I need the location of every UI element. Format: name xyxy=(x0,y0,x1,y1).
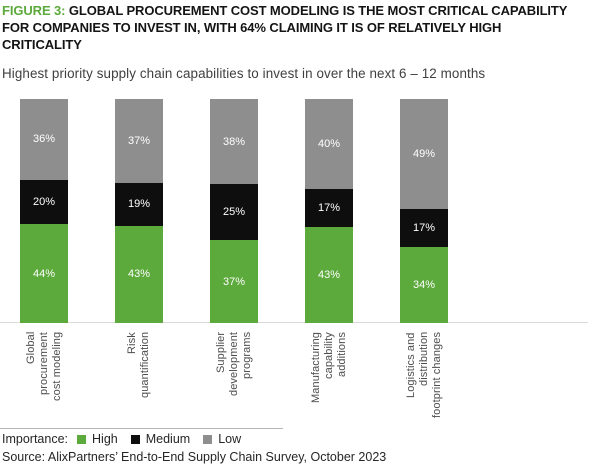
bar-segment-low xyxy=(115,99,163,183)
legend-swatch-low xyxy=(203,434,213,444)
bar-segment-low xyxy=(20,99,68,180)
bar-segment-high xyxy=(305,226,353,323)
x-axis-label-text: Manufacturing capability additions xyxy=(309,332,348,404)
x-axis-label: Logistics and distribution footprint chang… xyxy=(364,332,484,428)
bar-segment-medium xyxy=(400,208,448,247)
bar-value-label: 17% xyxy=(317,201,341,214)
figure-title-text: GLOBAL PROCUREMENT COST MODELING IS THE … xyxy=(2,3,568,52)
figure-title: FIGURE 3: GLOBAL PROCUREMENT COST MODELI… xyxy=(2,2,580,53)
legend-label: Medium xyxy=(145,432,191,446)
bar-value-label: 34% xyxy=(412,278,436,291)
bar-segment-high xyxy=(400,246,448,323)
figure-number-label: FIGURE 3: xyxy=(2,3,66,18)
bar-segment-medium xyxy=(305,188,353,227)
bar-value-label: 20% xyxy=(32,196,56,208)
bar-segment-low xyxy=(210,99,258,185)
bar-value-label: 44% xyxy=(32,267,56,280)
legend-swatch-high xyxy=(77,434,87,444)
x-axis-label-text: Logistics and distribution footprint chang… xyxy=(404,332,443,419)
legend-item-low: Low xyxy=(203,432,241,446)
bar-value-label: 40% xyxy=(317,137,341,150)
bar-value-label: 37% xyxy=(127,134,151,147)
bar-value-label: 19% xyxy=(127,198,151,211)
bar-segment-high xyxy=(20,224,68,323)
x-axis-line xyxy=(0,322,588,323)
source-note: Source: AlixPartners’ End-to-End Supply … xyxy=(2,450,387,464)
bar-value-label: 38% xyxy=(222,135,246,148)
bar-value-label: 43% xyxy=(317,268,341,281)
x-axis-label-text: Global procurement cost modeling xyxy=(24,332,63,402)
legend-label: Low xyxy=(218,432,242,446)
legend-title: Importance: xyxy=(2,432,69,446)
bar-segment-high xyxy=(115,225,163,323)
legend-divider xyxy=(0,428,283,429)
bar-value-label: 43% xyxy=(127,268,151,281)
bar-value-label: 36% xyxy=(32,133,56,146)
bar-segment-low xyxy=(400,99,448,209)
legend-item-medium: Medium xyxy=(130,432,191,446)
bar-segment-medium xyxy=(210,184,258,241)
bar-value-label: 25% xyxy=(222,206,246,219)
bar-segment-low xyxy=(305,99,353,189)
x-axis-label-text: Risk quantification xyxy=(126,332,151,399)
bar-segment-medium xyxy=(115,182,163,226)
bar-value-label: 37% xyxy=(222,275,246,288)
figure-subtitle: Highest priority supply chain capabiliti… xyxy=(2,66,486,81)
chart-legend: Importance: High Medium Low xyxy=(2,432,254,446)
legend-swatch-medium xyxy=(130,434,140,444)
bar-value-label: 17% xyxy=(412,221,436,234)
bar-value-label: 49% xyxy=(412,147,436,160)
legend-label: High xyxy=(92,432,118,446)
x-axis-label-text: Supplier development programs xyxy=(214,332,253,397)
legend-item-high: High xyxy=(77,432,118,446)
bar-segment-high xyxy=(210,240,258,323)
bar-segment-medium xyxy=(20,179,68,225)
